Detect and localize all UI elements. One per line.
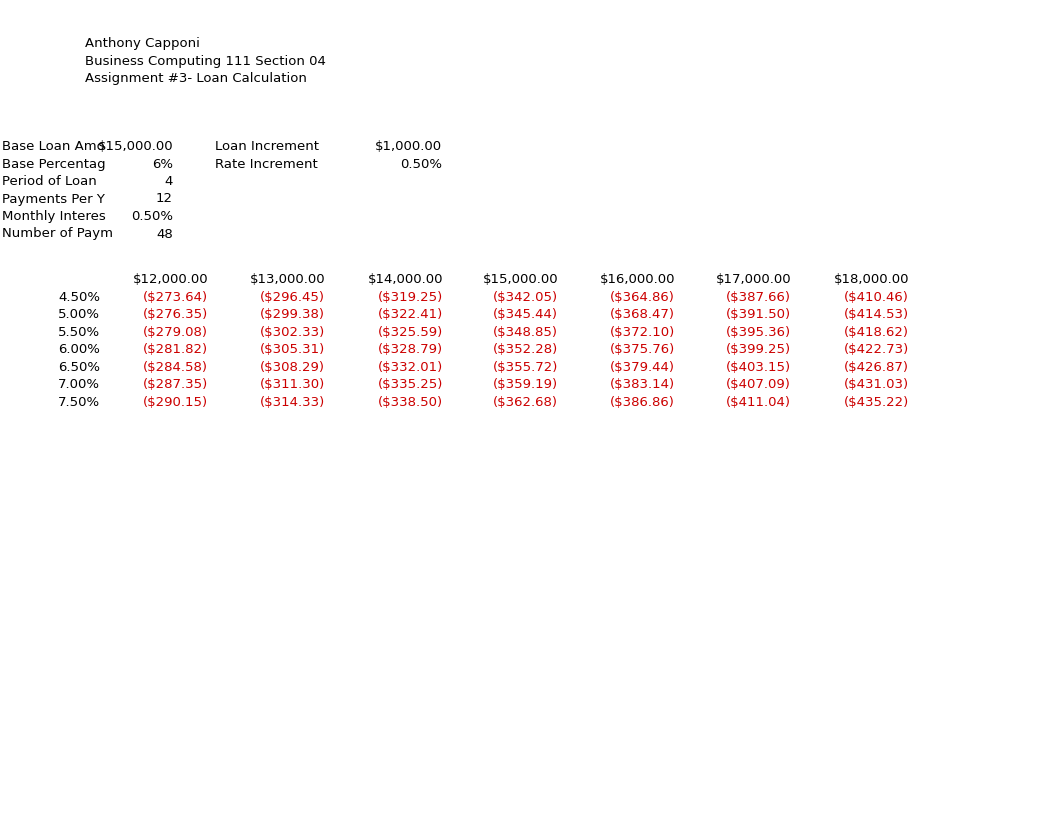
Text: 6.50%: 6.50% bbox=[58, 361, 100, 373]
Text: ($414.53): ($414.53) bbox=[844, 308, 909, 321]
Text: ($386.86): ($386.86) bbox=[611, 395, 675, 409]
Text: ($276.35): ($276.35) bbox=[142, 308, 208, 321]
Text: 5.00%: 5.00% bbox=[58, 308, 100, 321]
Text: ($305.31): ($305.31) bbox=[260, 343, 325, 356]
Text: ($328.79): ($328.79) bbox=[378, 343, 443, 356]
Text: ($418.62): ($418.62) bbox=[844, 326, 909, 339]
Text: 5.50%: 5.50% bbox=[57, 326, 100, 339]
Text: ($399.25): ($399.25) bbox=[725, 343, 791, 356]
Text: ($375.76): ($375.76) bbox=[610, 343, 675, 356]
Text: ($322.41): ($322.41) bbox=[378, 308, 443, 321]
Text: $15,000.00: $15,000.00 bbox=[98, 140, 173, 153]
Text: $1,000.00: $1,000.00 bbox=[375, 140, 442, 153]
Text: ($362.68): ($362.68) bbox=[493, 395, 558, 409]
Text: $14,000.00: $14,000.00 bbox=[367, 273, 443, 286]
Text: ($308.29): ($308.29) bbox=[260, 361, 325, 373]
Text: Assignment #3- Loan Calculation: Assignment #3- Loan Calculation bbox=[85, 72, 307, 85]
Text: 0.50%: 0.50% bbox=[131, 210, 173, 223]
Text: ($314.33): ($314.33) bbox=[260, 395, 325, 409]
Text: ($422.73): ($422.73) bbox=[843, 343, 909, 356]
Text: ($379.44): ($379.44) bbox=[610, 361, 675, 373]
Text: ($403.15): ($403.15) bbox=[725, 361, 791, 373]
Text: ($348.85): ($348.85) bbox=[493, 326, 558, 339]
Text: $16,000.00: $16,000.00 bbox=[600, 273, 675, 286]
Text: ($296.45): ($296.45) bbox=[260, 290, 325, 303]
Text: Monthly Interes: Monthly Interes bbox=[2, 210, 106, 223]
Text: $12,000.00: $12,000.00 bbox=[133, 273, 208, 286]
Text: ($431.03): ($431.03) bbox=[844, 378, 909, 391]
Text: 7.50%: 7.50% bbox=[57, 395, 100, 409]
Text: $13,000.00: $13,000.00 bbox=[250, 273, 325, 286]
Text: ($364.86): ($364.86) bbox=[611, 290, 675, 303]
Text: ($345.44): ($345.44) bbox=[493, 308, 558, 321]
Text: ($284.58): ($284.58) bbox=[143, 361, 208, 373]
Text: ($319.25): ($319.25) bbox=[378, 290, 443, 303]
Text: Base Loan Amo: Base Loan Amo bbox=[2, 140, 105, 153]
Text: 6%: 6% bbox=[152, 158, 173, 170]
Text: ($281.82): ($281.82) bbox=[143, 343, 208, 356]
Text: ($279.08): ($279.08) bbox=[143, 326, 208, 339]
Text: $15,000.00: $15,000.00 bbox=[482, 273, 558, 286]
Text: 6.00%: 6.00% bbox=[58, 343, 100, 356]
Text: ($338.50): ($338.50) bbox=[378, 395, 443, 409]
Text: 48: 48 bbox=[156, 228, 173, 241]
Text: Payments Per Y: Payments Per Y bbox=[2, 192, 105, 206]
Text: ($302.33): ($302.33) bbox=[260, 326, 325, 339]
Text: ($407.09): ($407.09) bbox=[726, 378, 791, 391]
Text: 4.50%: 4.50% bbox=[58, 290, 100, 303]
Text: 4: 4 bbox=[165, 175, 173, 188]
Text: $18,000.00: $18,000.00 bbox=[834, 273, 909, 286]
Text: ($335.25): ($335.25) bbox=[378, 378, 443, 391]
Text: ($359.19): ($359.19) bbox=[493, 378, 558, 391]
Text: ($355.72): ($355.72) bbox=[493, 361, 558, 373]
Text: Business Computing 111 Section 04: Business Computing 111 Section 04 bbox=[85, 54, 326, 67]
Text: ($273.64): ($273.64) bbox=[143, 290, 208, 303]
Text: Loan Increment: Loan Increment bbox=[215, 140, 319, 153]
Text: ($410.46): ($410.46) bbox=[844, 290, 909, 303]
Text: Anthony Capponi: Anthony Capponi bbox=[85, 37, 200, 50]
Text: 7.00%: 7.00% bbox=[58, 378, 100, 391]
Text: ($383.14): ($383.14) bbox=[610, 378, 675, 391]
Text: ($287.35): ($287.35) bbox=[142, 378, 208, 391]
Text: ($368.47): ($368.47) bbox=[610, 308, 675, 321]
Text: ($299.38): ($299.38) bbox=[260, 308, 325, 321]
Text: ($325.59): ($325.59) bbox=[378, 326, 443, 339]
Text: ($372.10): ($372.10) bbox=[610, 326, 675, 339]
Text: Rate Increment: Rate Increment bbox=[215, 158, 318, 170]
Text: Number of Paym: Number of Paym bbox=[2, 228, 113, 241]
Text: ($290.15): ($290.15) bbox=[143, 395, 208, 409]
Text: ($411.04): ($411.04) bbox=[726, 395, 791, 409]
Text: ($435.22): ($435.22) bbox=[843, 395, 909, 409]
Text: Period of Loan: Period of Loan bbox=[2, 175, 97, 188]
Text: ($395.36): ($395.36) bbox=[725, 326, 791, 339]
Text: ($426.87): ($426.87) bbox=[844, 361, 909, 373]
Text: ($352.28): ($352.28) bbox=[493, 343, 558, 356]
Text: 12: 12 bbox=[156, 192, 173, 206]
Text: ($391.50): ($391.50) bbox=[725, 308, 791, 321]
Text: ($311.30): ($311.30) bbox=[260, 378, 325, 391]
Text: ($387.66): ($387.66) bbox=[726, 290, 791, 303]
Text: ($332.01): ($332.01) bbox=[378, 361, 443, 373]
Text: 0.50%: 0.50% bbox=[400, 158, 442, 170]
Text: $17,000.00: $17,000.00 bbox=[716, 273, 791, 286]
Text: Base Percentag: Base Percentag bbox=[2, 158, 105, 170]
Text: ($342.05): ($342.05) bbox=[493, 290, 558, 303]
